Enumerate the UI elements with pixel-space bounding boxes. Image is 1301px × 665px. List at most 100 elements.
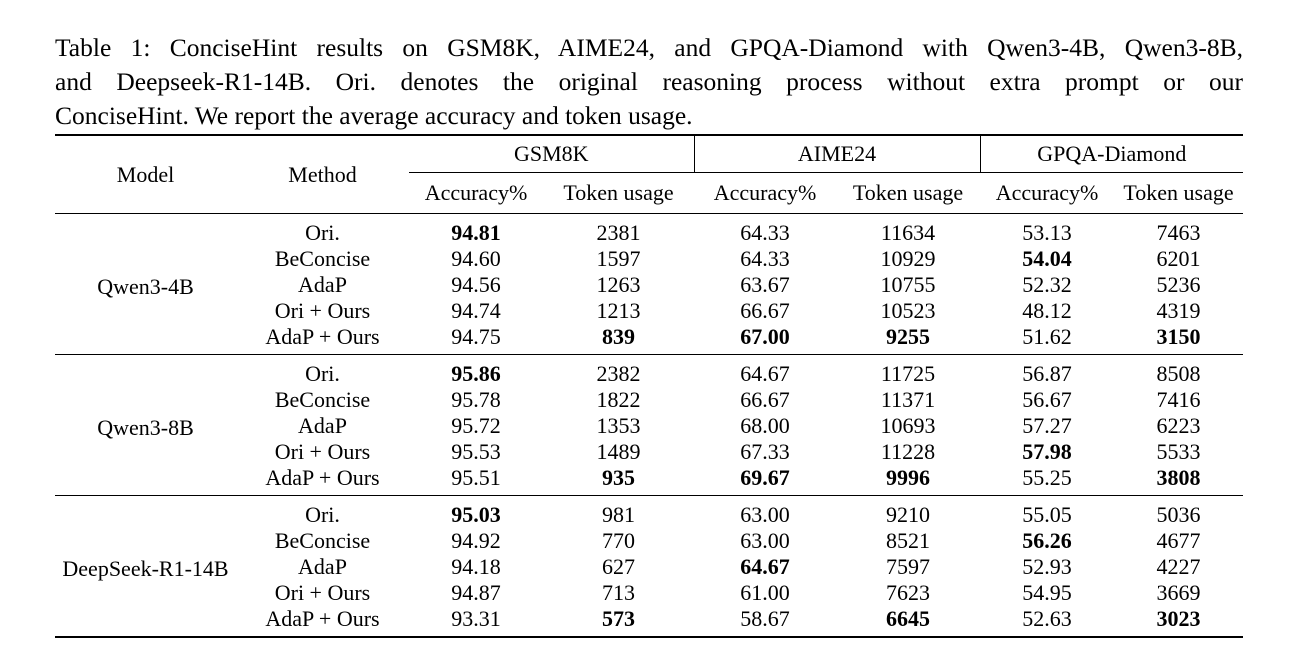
value-cell: 56.26 — [1022, 528, 1072, 553]
value-cell: 1489 — [596, 439, 641, 464]
value-cell: 4677 — [1156, 528, 1201, 553]
table-caption: Table 1: ConciseHint results on GSM8K, A… — [55, 31, 1243, 133]
method-column-header: Method — [236, 134, 409, 214]
value-cell: 7463 — [1114, 213, 1244, 246]
value-cell: 1353 — [596, 413, 641, 438]
model-cell: DeepSeek-R1-14B — [55, 495, 236, 638]
method-cell: AdaP + Ours — [265, 324, 380, 349]
value-cell: 52.93 — [1022, 554, 1072, 579]
value-cell: 53.13 — [980, 213, 1115, 246]
value-cell: 94.75 — [451, 324, 501, 349]
value-cell: 95.03 — [409, 495, 543, 528]
group-header-gsm8k: GSM8K — [409, 134, 695, 173]
value-cell: 69.67 — [740, 465, 790, 490]
value-cell: 68.00 — [740, 413, 790, 438]
value-cell: 61.00 — [740, 580, 790, 605]
value-cell: 58.67 — [694, 606, 837, 638]
value-cell: 5533 — [1156, 439, 1201, 464]
table-row: BeConcise 95.78 1822 66.67 11371 56.67 7416 — [55, 387, 1243, 413]
value-cell: 2382 — [543, 354, 695, 387]
value-cell: 6645 — [836, 606, 981, 638]
value-cell: 839 — [602, 324, 635, 349]
value-cell: 713 — [602, 580, 635, 605]
results-table: Model Method GSM8K AIME24 GPQA-Diamond A… — [55, 134, 1244, 638]
value-cell: 9996 — [886, 465, 931, 490]
value-cell: 10693 — [880, 413, 936, 438]
table-row: BeConcise 94.60 1597 64.33 10929 54.04 6201 — [55, 246, 1243, 272]
value-cell: 10523 — [880, 298, 936, 323]
method-cell: Ori. — [236, 354, 409, 387]
method-cell: AdaP — [298, 554, 347, 579]
value-cell: 52.32 — [1022, 272, 1072, 297]
value-cell: 67.00 — [740, 324, 790, 349]
value-cell: 11725 — [836, 354, 981, 387]
value-cell: 3808 — [1156, 465, 1201, 490]
value-cell: 66.67 — [740, 298, 790, 323]
value-cell: 63.67 — [740, 272, 790, 297]
method-cell: Ori. — [236, 213, 409, 246]
value-cell: 7416 — [1156, 387, 1201, 412]
value-cell: 63.00 — [740, 528, 790, 553]
subheader: Accuracy% — [424, 180, 528, 205]
caption-line: and Deepseek-R1-14B. Ori. denotes the or… — [55, 67, 1243, 96]
value-cell: 57.98 — [1022, 439, 1072, 464]
value-cell: 8508 — [1114, 354, 1244, 387]
value-cell: 95.53 — [451, 439, 501, 464]
value-cell: 981 — [543, 495, 695, 528]
value-cell: 5236 — [1156, 272, 1201, 297]
value-cell: 93.31 — [409, 606, 543, 638]
value-cell: 51.62 — [1022, 324, 1072, 349]
table-row: AdaP 94.56 1263 63.67 10755 52.32 5236 — [55, 272, 1243, 298]
caption-line: ConciseHint. We report the average accur… — [55, 101, 693, 130]
value-cell: 94.56 — [451, 272, 501, 297]
table-row: AdaP + Ours 95.51 935 69.67 9996 55.25 3808 — [55, 465, 1243, 496]
value-cell: 56.67 — [1022, 387, 1072, 412]
table-body: Qwen3-4B Ori. 94.81 2381 64.33 11634 53.13 7463… — [55, 213, 1244, 638]
table-row: Qwen3-8B Ori. 95.86 2382 64.67 11725 56.87 8508 — [55, 354, 1244, 496]
value-cell: 935 — [602, 465, 635, 490]
value-cell: 94.60 — [451, 246, 501, 271]
value-cell: 95.72 — [451, 413, 501, 438]
value-cell: 770 — [602, 528, 635, 553]
value-cell: 94.87 — [451, 580, 501, 605]
value-cell: 67.33 — [740, 439, 790, 464]
table-row: AdaP 94.18 627 64.67 7597 52.93 4227 — [55, 554, 1243, 580]
value-cell: 8521 — [886, 528, 931, 553]
value-cell: 7597 — [886, 554, 931, 579]
value-cell: 66.67 — [740, 387, 790, 412]
value-cell: 94.81 — [409, 213, 543, 246]
table-row: Ori + Ours 94.74 1213 66.67 10523 48.12 4319 — [55, 298, 1243, 324]
value-cell: 48.12 — [1022, 298, 1072, 323]
group-header-aime24: AIME24 — [693, 134, 981, 173]
value-cell: 2381 — [543, 213, 695, 246]
subheader: Token usage — [852, 180, 964, 205]
value-cell: 4227 — [1156, 554, 1201, 579]
value-cell: 10929 — [880, 246, 936, 271]
value-cell: 1213 — [596, 298, 641, 323]
value-cell: 1822 — [596, 387, 641, 412]
value-cell: 9210 — [836, 495, 981, 528]
table-row: DeepSeek-R1-14B Ori. 95.03 981 63.00 9210 55.0… — [55, 495, 1244, 638]
value-cell: 95.51 — [451, 465, 501, 490]
value-cell: 56.87 — [980, 354, 1115, 387]
value-cell: 52.63 — [980, 606, 1115, 638]
method-cell: BeConcise — [274, 246, 371, 271]
value-cell: 11634 — [836, 213, 981, 246]
table-row: Ori + Ours 95.53 1489 67.33 11228 57.98 5533 — [55, 439, 1243, 465]
value-cell: 573 — [543, 606, 695, 638]
table-row: BeConcise 94.92 770 63.00 8521 56.26 4677 — [55, 528, 1243, 554]
value-cell: 94.92 — [451, 528, 501, 553]
value-cell: 3023 — [1114, 606, 1244, 638]
value-cell: 5036 — [1114, 495, 1244, 528]
value-cell: 1263 — [596, 272, 641, 297]
value-cell: 11371 — [880, 387, 936, 412]
table-row: AdaP 95.72 1353 68.00 10693 57.27 6223 — [55, 413, 1243, 439]
value-cell: 63.00 — [694, 495, 837, 528]
model-cell: Qwen3-4B — [55, 213, 236, 355]
method-cell: BeConcise — [274, 528, 371, 553]
subheader: Accuracy% — [995, 180, 1099, 205]
value-cell: 94.18 — [451, 554, 501, 579]
value-cell: 6201 — [1156, 246, 1201, 271]
method-cell: AdaP + Ours — [236, 606, 409, 638]
method-cell: Ori + Ours — [274, 439, 371, 464]
